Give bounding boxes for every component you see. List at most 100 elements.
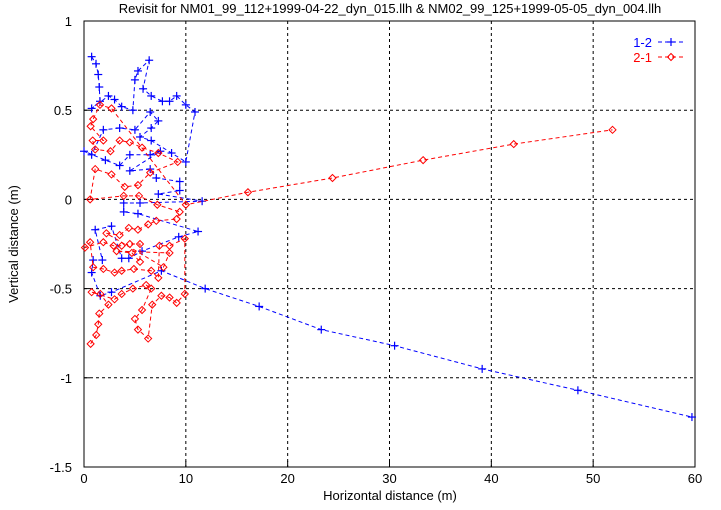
data-point-diamond xyxy=(133,180,143,190)
data-point-plus xyxy=(167,149,176,158)
y-tick-label: -1 xyxy=(60,371,72,386)
data-point-plus xyxy=(128,106,137,115)
data-point-diamond xyxy=(99,136,108,145)
legend-label: 2-1 xyxy=(633,50,652,65)
data-point-diamond xyxy=(129,264,139,274)
data-point-plus xyxy=(478,364,487,373)
data-point-plus xyxy=(115,161,124,170)
data-point-diamond xyxy=(154,273,163,283)
data-point-diamond xyxy=(88,136,97,145)
data-point-diamond xyxy=(119,191,128,201)
chart-title: Revisit for NM01_99_112+1999-04-22_dyn_0… xyxy=(119,1,662,16)
data-point-plus xyxy=(390,341,399,350)
data-point-diamond xyxy=(148,300,157,309)
data-point-plus xyxy=(174,232,183,241)
data-point-diamond xyxy=(666,52,676,62)
data-point-plus xyxy=(139,84,148,93)
data-point-plus xyxy=(154,190,163,199)
data-point-diamond xyxy=(143,220,153,229)
data-point-diamond xyxy=(180,234,190,243)
data-point-diamond xyxy=(143,334,153,343)
data-point-diamond xyxy=(154,148,163,158)
data-point-plus xyxy=(147,136,156,145)
data-point-diamond xyxy=(110,268,119,277)
data-point-plus xyxy=(175,186,184,195)
data-point-diamond xyxy=(135,239,145,249)
data-point-diamond xyxy=(137,143,147,152)
data-point-plus xyxy=(130,75,139,84)
data-point-diamond xyxy=(133,225,143,234)
data-point-plus xyxy=(190,107,199,116)
data-point-plus xyxy=(154,116,163,125)
data-point-diamond xyxy=(147,266,156,275)
data-point-diamond xyxy=(155,241,164,250)
x-tick-label: 50 xyxy=(586,471,600,486)
data-point-diamond xyxy=(418,155,428,165)
data-point-plus xyxy=(94,70,103,79)
data-point-plus xyxy=(194,227,203,236)
data-point-diamond xyxy=(133,325,143,334)
series-2-1 xyxy=(80,100,617,349)
data-point-diamond xyxy=(175,207,184,217)
data-point-plus xyxy=(125,166,134,175)
data-point-diamond xyxy=(125,239,135,249)
data-point-plus xyxy=(145,56,154,65)
data-point-diamond xyxy=(180,289,190,299)
data-point-plus xyxy=(87,52,96,61)
data-point-plus xyxy=(573,386,582,395)
data-point-plus xyxy=(133,209,142,218)
data-point-diamond xyxy=(125,138,135,147)
x-axis-label: Horizontal distance (m) xyxy=(323,488,457,503)
data-point-diamond xyxy=(165,248,174,258)
data-point-plus xyxy=(110,95,119,104)
data-point-diamond xyxy=(115,136,124,145)
data-point-plus xyxy=(181,100,190,109)
data-point-diamond xyxy=(141,280,151,290)
data-point-diamond xyxy=(112,246,121,256)
data-point-diamond xyxy=(117,266,126,275)
data-point-diamond xyxy=(147,284,156,293)
data-point-diamond xyxy=(115,230,124,240)
y-tick-label: 1 xyxy=(65,14,72,29)
y-tick-label: -0.5 xyxy=(50,282,72,297)
data-point-diamond xyxy=(173,157,182,167)
data-point-diamond xyxy=(328,173,337,183)
series-group xyxy=(80,52,696,422)
data-point-diamond xyxy=(135,257,145,267)
series-1-2 xyxy=(80,52,696,422)
data-point-plus xyxy=(175,177,184,186)
data-point-plus xyxy=(89,256,98,265)
data-point-diamond xyxy=(157,291,166,300)
data-point-diamond xyxy=(608,125,617,135)
data-point-plus xyxy=(158,97,167,106)
legend: 1-22-1 xyxy=(633,35,684,65)
data-point-diamond xyxy=(90,145,100,154)
data-point-plus xyxy=(107,288,116,297)
data-point-diamond xyxy=(107,104,116,113)
data-point-diamond xyxy=(165,241,174,250)
data-point-plus xyxy=(124,254,133,263)
x-tick-label: 60 xyxy=(688,471,702,486)
data-point-diamond xyxy=(95,100,105,110)
data-point-plus xyxy=(317,325,326,334)
data-point-plus xyxy=(117,102,126,111)
data-point-diamond xyxy=(130,314,140,324)
x-tick-label: 30 xyxy=(382,471,396,486)
data-point-plus xyxy=(667,38,675,46)
data-point-plus xyxy=(87,104,96,113)
data-point-diamond xyxy=(92,330,101,340)
data-point-diamond xyxy=(80,243,90,252)
data-point-diamond xyxy=(87,287,96,297)
data-point-plus xyxy=(125,150,134,159)
data-point-plus xyxy=(115,124,124,133)
data-point-plus xyxy=(101,156,110,165)
data-point-diamond xyxy=(86,122,95,131)
data-point-plus xyxy=(152,173,161,182)
data-point-diamond xyxy=(120,182,129,192)
data-point-diamond xyxy=(85,238,95,247)
data-point-plus xyxy=(104,91,113,100)
data-point-plus xyxy=(95,83,104,92)
data-point-plus xyxy=(80,147,88,156)
data-point-diamond xyxy=(88,262,98,272)
data-point-plus xyxy=(147,124,156,133)
